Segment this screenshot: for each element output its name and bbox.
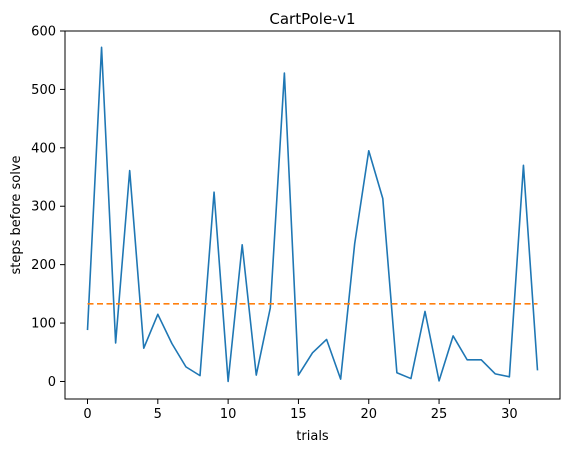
x-tick-label: 0	[83, 407, 91, 422]
steps-series-line	[86, 46, 539, 383]
series-layer	[86, 46, 539, 383]
x-tick-label: 15	[290, 407, 307, 422]
x-tick-label: 30	[501, 407, 518, 422]
x-tick-label: 20	[360, 407, 377, 422]
y-axis-label: steps before solve	[9, 155, 24, 274]
plot-frame	[64, 30, 561, 400]
y-tick-label: 600	[31, 25, 56, 40]
x-tick-label: 5	[154, 407, 162, 422]
y-tick-label: 200	[31, 258, 56, 273]
x-tick-label: 25	[431, 407, 448, 422]
y-tick-label: 400	[31, 141, 56, 156]
y-tick-label: 100	[31, 317, 56, 332]
y-tick-label: 0	[48, 375, 56, 390]
x-axis-label: trials	[296, 429, 329, 444]
x-tick-label: 10	[220, 407, 237, 422]
chart-title: CartPole-v1	[269, 10, 355, 28]
y-tick-label: 300	[31, 200, 56, 215]
y-tick-label: 500	[31, 83, 56, 98]
